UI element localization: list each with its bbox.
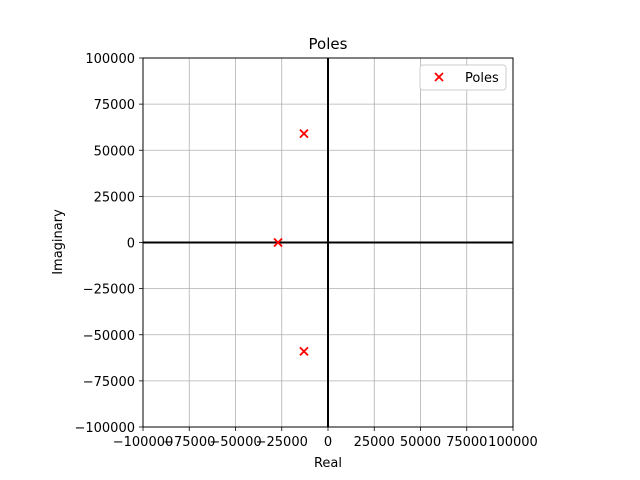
- x-tick-label: 0: [324, 435, 332, 450]
- legend-box: [419, 64, 507, 91]
- x-tick-label: 100000: [488, 435, 538, 450]
- y-tick-label: 100000: [85, 52, 135, 67]
- x-tick-label: 75000: [446, 435, 487, 450]
- y-tick-label: 0: [127, 237, 135, 252]
- legend-label: Poles: [465, 71, 499, 86]
- x-tick-label: −75000: [163, 435, 215, 450]
- y-tick-label: 75000: [94, 98, 135, 113]
- x-axis-ticks: −100000−75000−50000−25000 0 25000 50000 7500…: [113, 427, 538, 450]
- legend-x-mark: [434, 72, 444, 82]
- y-tick-label: 25000: [94, 190, 135, 205]
- x-tick-label: 50000: [400, 435, 441, 450]
- x-tick-label: −100000: [113, 435, 174, 450]
- pole-marker: [299, 346, 309, 356]
- y-axis-label: Imaginary: [51, 209, 66, 275]
- chart-title: Poles: [309, 35, 348, 53]
- pole-marker: [273, 237, 283, 248]
- zero-axes: [143, 58, 513, 427]
- x-tick-label: −50000: [209, 435, 261, 450]
- legend: Poles: [419, 64, 507, 91]
- x-axis-label: Real: [314, 456, 342, 471]
- y-tick-label: −50000: [83, 329, 135, 344]
- y-tick-label: −75000: [83, 375, 135, 390]
- pole-marker: [299, 129, 309, 139]
- y-tick-label: −100000: [74, 421, 135, 436]
- x-tick-label: 25000: [354, 435, 395, 450]
- y-tick-label: −25000: [83, 283, 135, 298]
- pole-markers: [273, 129, 309, 356]
- y-axis-ticks: −100000 −75000 −50000 −25000 0 25000 50000 7500…: [74, 52, 143, 436]
- y-tick-label: 50000: [94, 144, 135, 159]
- legend-marker-x-icon: [434, 72, 444, 82]
- x-tick-label: −25000: [256, 435, 308, 450]
